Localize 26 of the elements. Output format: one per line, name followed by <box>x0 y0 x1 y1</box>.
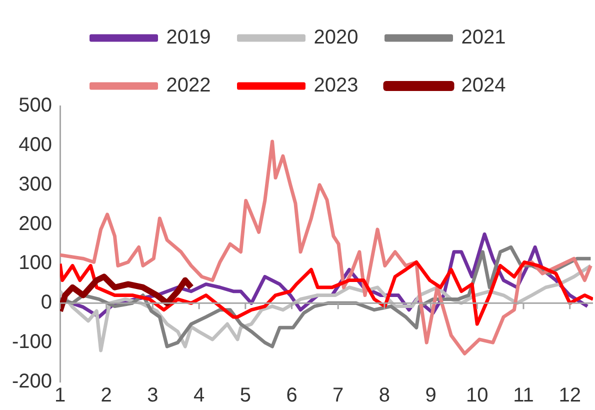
y-tick-label: 0 <box>40 292 52 314</box>
legend-label: 2021 <box>461 26 506 49</box>
y-tick-label: 100 <box>18 252 52 274</box>
x-tick-label: 10 <box>466 384 488 407</box>
x-tick-label: 4 <box>194 384 205 407</box>
y-tick-label: 500 <box>18 94 52 117</box>
legend-label: 2019 <box>166 26 211 49</box>
x-tick-label: 2 <box>100 384 112 407</box>
x-tick-label: 8 <box>378 384 390 407</box>
legend-label: 2024 <box>461 74 506 97</box>
x-tick-label: 7 <box>332 384 344 407</box>
x-tick-label: 11 <box>513 384 534 407</box>
x-tick-label: 6 <box>286 384 298 407</box>
x-tick-label: 5 <box>240 384 251 407</box>
legend-label: 2022 <box>166 74 211 97</box>
x-tick-label: 1 <box>54 384 66 407</box>
x-tick-label: 12 <box>558 384 581 407</box>
y-tick-label: 400 <box>18 134 52 156</box>
y-tick-label: 300 <box>18 173 52 196</box>
y-tick-label: -200 <box>12 370 52 393</box>
legend-label: 2023 <box>314 74 358 97</box>
x-tick-label: 9 <box>425 384 436 407</box>
x-tick-label: 3 <box>147 384 158 407</box>
legend-label: 2020 <box>314 26 358 49</box>
y-tick-label: 200 <box>18 212 52 235</box>
y-tick-label: -100 <box>12 331 52 354</box>
